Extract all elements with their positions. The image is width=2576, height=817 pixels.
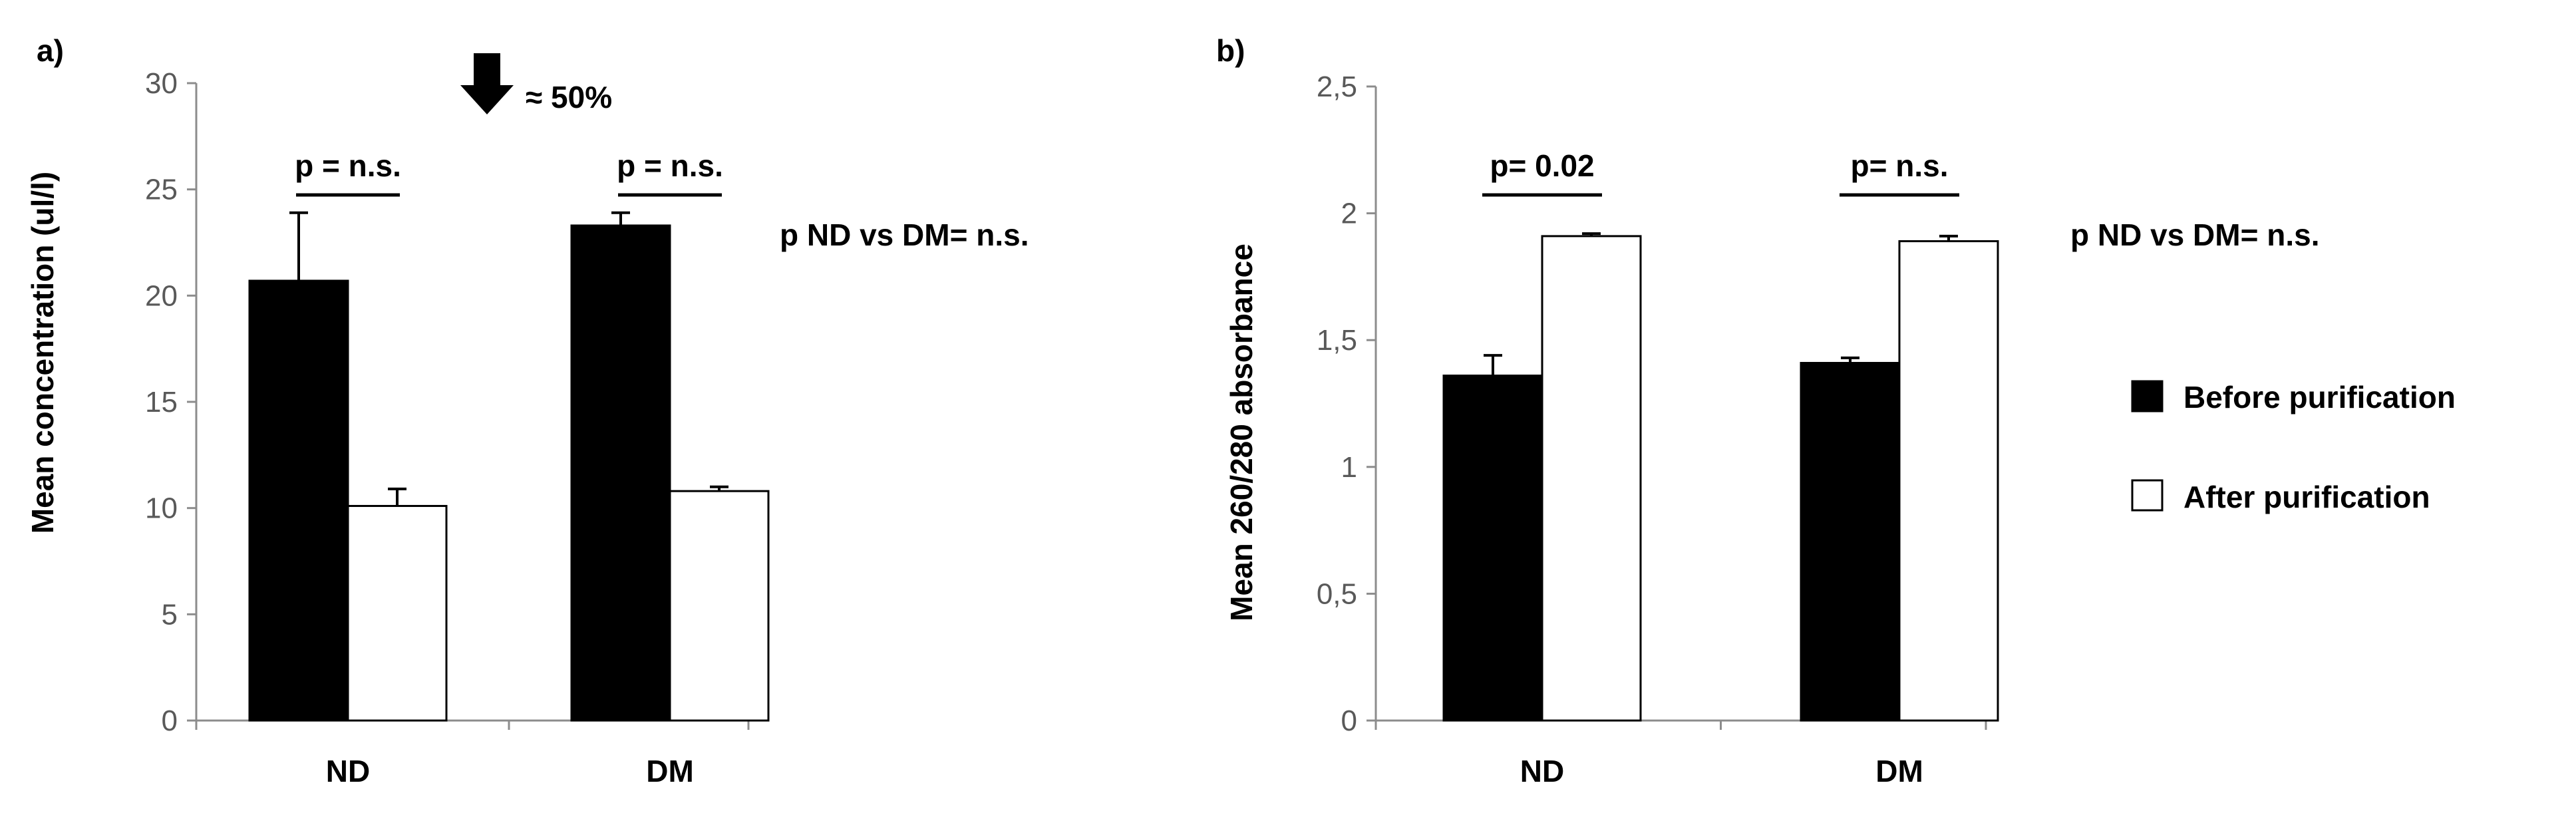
y-tick-label: 30 (145, 67, 178, 100)
x-tick-label: ND (326, 754, 370, 788)
y-tick-label: 1 (1341, 451, 1357, 484)
panel-a-group-comparison: p ND vs DM= n.s. (780, 218, 1029, 252)
y-tick-label: 2 (1341, 198, 1357, 230)
bar-before-dm (570, 224, 671, 722)
y-tick-label: 5 (162, 598, 178, 631)
comparison-label: p= n.s. (1851, 148, 1949, 183)
bar-after-nd (347, 504, 448, 722)
panel-b-group-comparison: p ND vs DM= n.s. (2070, 218, 2319, 252)
y-tick-label: 25 (145, 174, 178, 206)
legend-label-after: After purification (2183, 480, 2430, 514)
bar-before-dm (1800, 362, 1901, 722)
x-tick-label: DM (646, 754, 694, 788)
comparison-label: p = n.s. (617, 148, 723, 183)
y-tick-label: 15 (145, 386, 178, 418)
panel-b: b) Mean 260/280 absorbance p ND vs DM= n… (1216, 33, 2319, 788)
bar-after-dm (669, 490, 770, 722)
panel-b-letter: b) (1216, 33, 1245, 68)
x-tick-label: DM (1875, 754, 1923, 788)
y-tick-label: 0 (1341, 705, 1357, 737)
legend: Before purification After purification (2131, 380, 2456, 514)
bar-before-nd (1442, 375, 1543, 722)
panel-a-y-axis-label: Mean concentration (ul/l) (25, 172, 60, 534)
bar-before-nd (248, 279, 349, 722)
y-tick-label: 10 (145, 492, 178, 525)
legend-swatch-before (2131, 380, 2164, 412)
x-tick-label: ND (1520, 754, 1564, 788)
comparison-label: p= 0.02 (1490, 148, 1594, 183)
bar-after-dm (1898, 240, 1999, 722)
legend-swatch-after (2131, 479, 2164, 512)
y-tick-label: 0,5 (1317, 577, 1357, 610)
panel-b-y-axis-label: Mean 260/280 absorbance (1224, 244, 1259, 621)
y-tick-label: 20 (145, 279, 178, 312)
panel-a: a) Mean concentration (ul/l) ≈ 50% p ND … (25, 33, 1029, 788)
y-tick-label: 0 (162, 705, 178, 737)
legend-label-before: Before purification (2183, 380, 2456, 414)
y-tick-label: 2,5 (1317, 71, 1357, 103)
panel-a-arrow: ≈ 50% (460, 53, 612, 114)
y-tick-label: 1,5 (1317, 324, 1357, 357)
panel-a-letter: a) (37, 33, 64, 68)
down-arrow-icon (460, 53, 514, 114)
bar-after-nd (1541, 235, 1642, 722)
panel-a-arrow-label: ≈ 50% (526, 80, 612, 114)
comparison-label: p = n.s. (295, 148, 401, 183)
